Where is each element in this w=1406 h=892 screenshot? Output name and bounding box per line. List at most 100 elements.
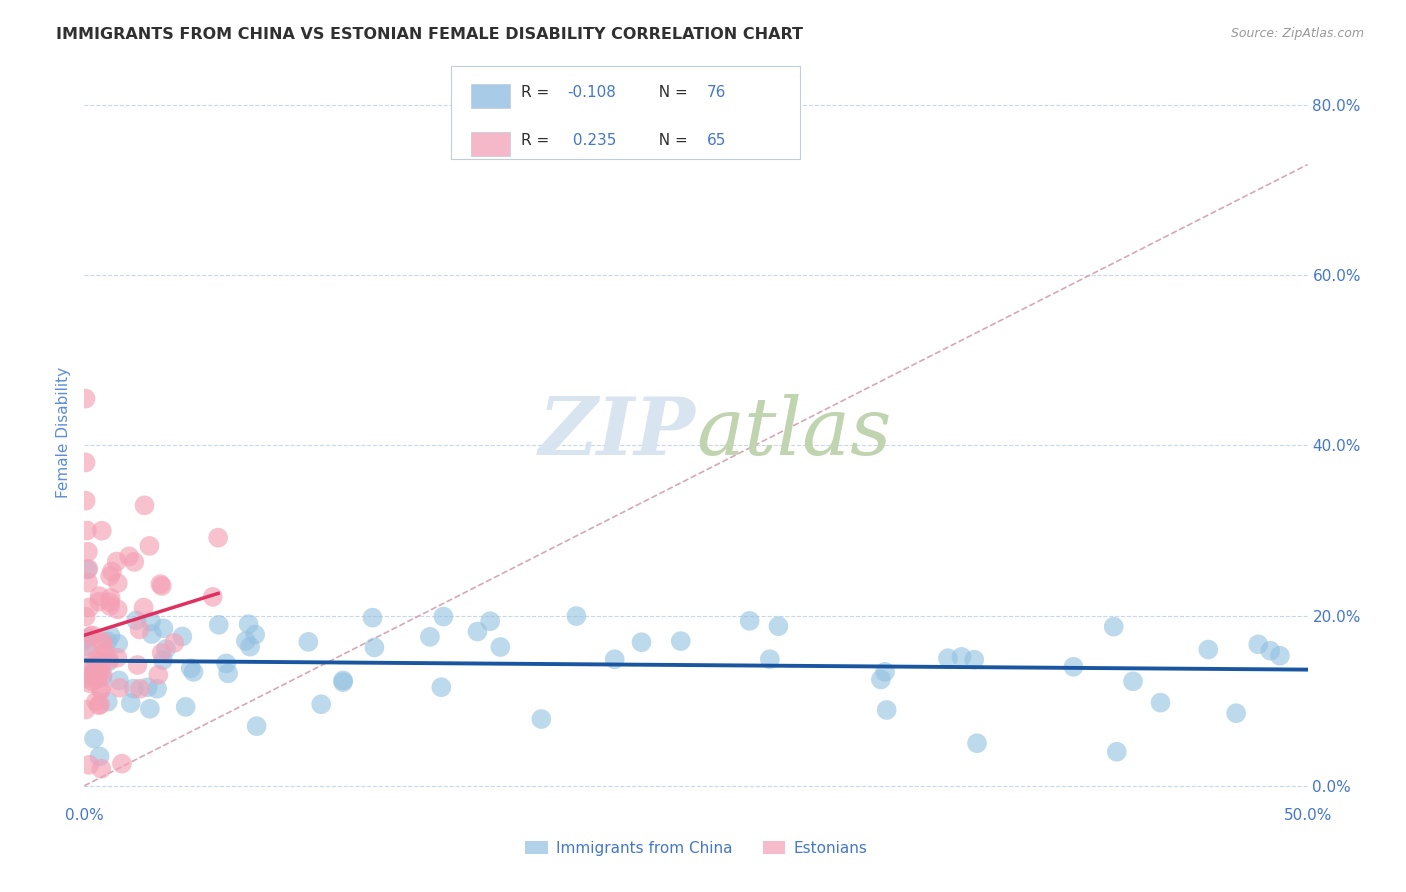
Point [136,680,159,694]
Text: N =: N = [650,133,693,148]
Point [565,609,588,624]
Point [84,694,107,708]
Point [1122,674,1144,689]
Point [1105,745,1128,759]
FancyBboxPatch shape [471,84,510,108]
Text: ZIP: ZIP [538,394,696,471]
Point [152,621,174,635]
Point [98,595,121,609]
Point [207,531,229,545]
Point [127,658,149,673]
Point [89,698,111,712]
Point [432,609,454,624]
Point [118,549,141,564]
Point [361,610,384,624]
Point [239,640,262,654]
Text: 76: 76 [707,85,727,100]
Point [76,640,98,654]
Point [1197,642,1219,657]
Point [950,649,973,664]
Point [669,634,692,648]
Point [120,696,142,710]
Point [172,630,194,644]
Point [936,651,959,665]
Text: 65: 65 [707,133,727,148]
Point [83,731,105,746]
Point [86,672,108,686]
Point [963,653,986,667]
Point [82,674,104,689]
Point [105,650,128,665]
Point [155,642,177,657]
Point [75,609,97,624]
Point [738,614,761,628]
Point [124,555,146,569]
Point [419,630,441,644]
Point [1102,620,1125,634]
Point [76,562,98,576]
Point [966,736,988,750]
Point [79,646,101,660]
Point [90,762,112,776]
Point [183,665,205,679]
Point [77,757,100,772]
Point [139,615,162,629]
Point [1260,644,1282,658]
Point [180,661,202,675]
Point [83,659,105,673]
Point [98,569,121,583]
Point [208,617,231,632]
Point [245,627,267,641]
Point [128,623,150,637]
Point [89,665,111,679]
Text: Source: ZipAtlas.com: Source: ZipAtlas.com [1230,27,1364,40]
Point [363,640,385,655]
Point [83,670,105,684]
Point [174,699,197,714]
Point [91,634,114,648]
Point [163,636,186,650]
Point [530,712,553,726]
Point [77,545,100,559]
Point [876,703,898,717]
Point [87,698,110,713]
Point [91,671,114,685]
Point [759,652,782,666]
Point [90,682,112,697]
Point [332,673,354,688]
Point [91,655,114,669]
Point [97,695,120,709]
Point [84,653,107,667]
Text: -0.108: -0.108 [568,85,616,100]
Point [138,539,160,553]
Point [91,667,114,681]
Point [100,591,122,605]
Point [107,576,129,591]
Point [150,646,173,660]
Point [238,617,260,632]
Point [75,493,97,508]
Text: R =: R = [522,85,554,100]
Point [129,681,152,696]
Point [148,668,170,682]
Point [479,614,502,628]
Point [134,499,156,513]
Point [94,645,117,659]
Point [1225,706,1247,721]
Point [90,524,112,538]
Point [297,635,319,649]
Point [90,682,112,697]
Point [149,577,172,591]
Point [235,634,257,648]
Point [108,681,131,695]
Point [150,579,173,593]
Point [75,455,97,469]
Point [332,675,354,690]
Point [141,627,163,641]
Point [76,524,98,538]
Text: 0.235: 0.235 [568,133,616,148]
Point [152,653,174,667]
Point [125,613,148,627]
Point [82,628,104,642]
Point [79,676,101,690]
